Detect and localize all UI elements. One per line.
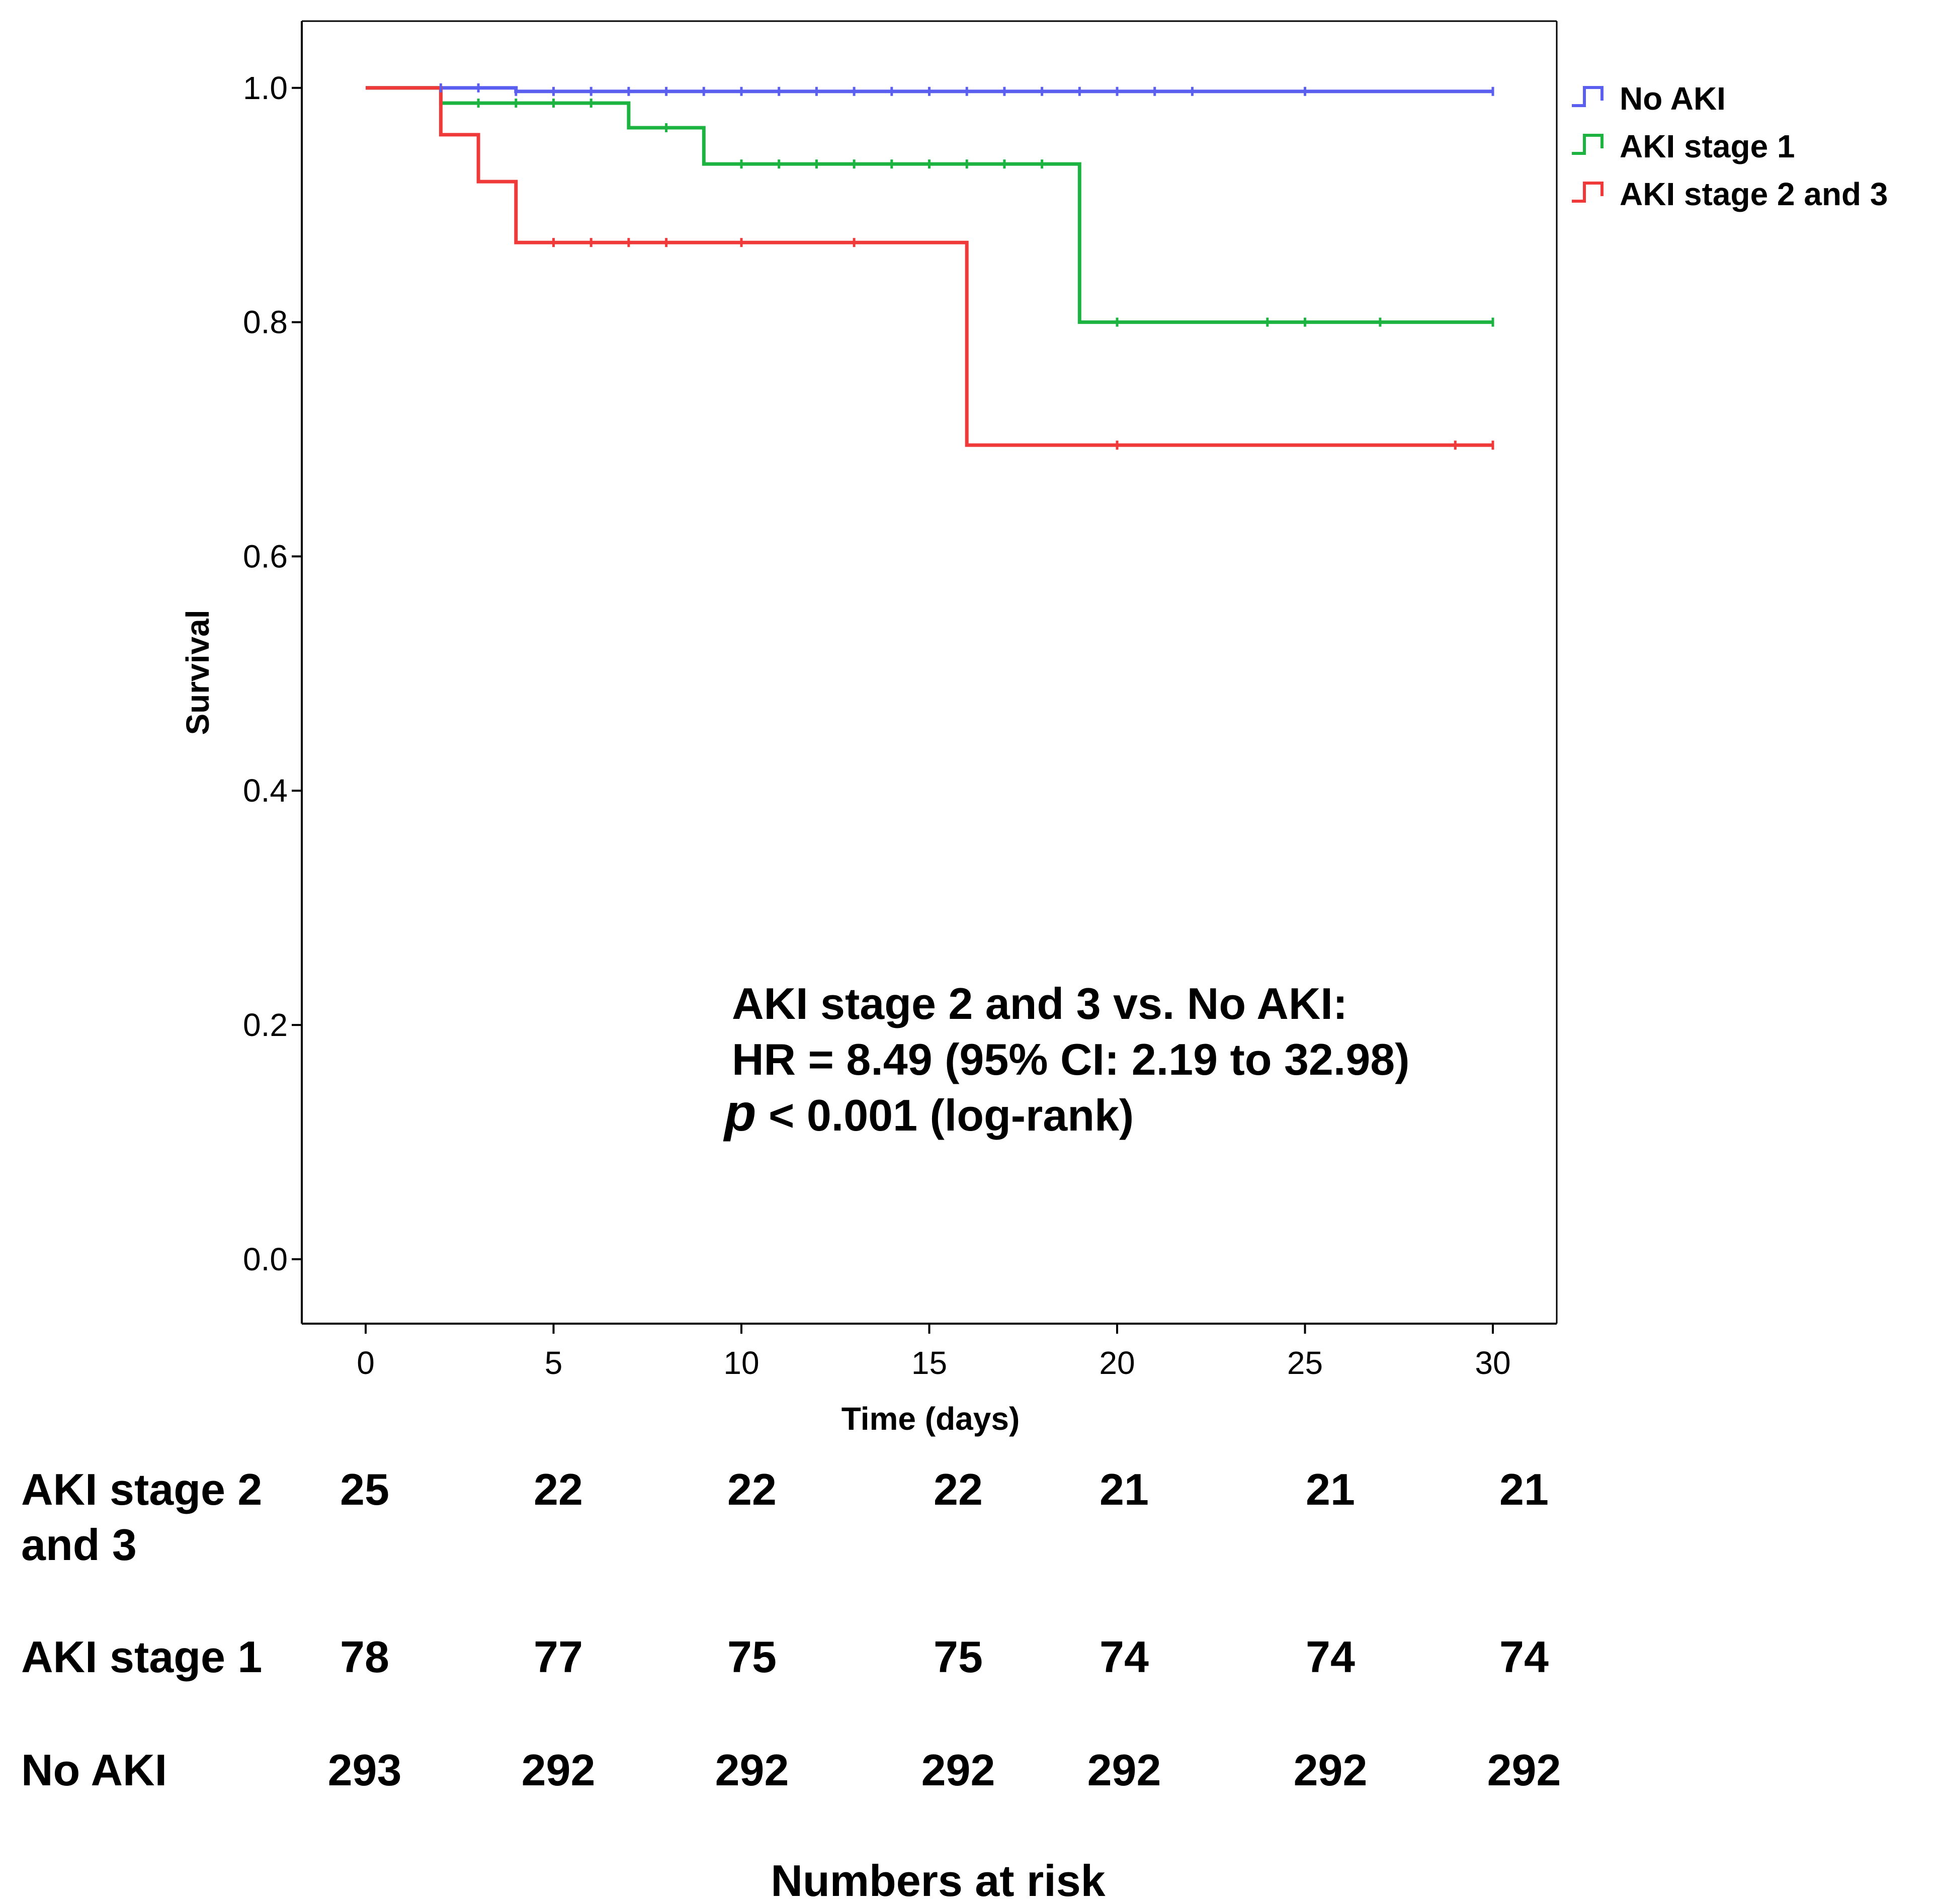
x-tick-label-3: 15	[911, 1345, 947, 1381]
y-tick-label-5: 1.0	[243, 70, 288, 106]
risk-value-aki-stage-2-and-3-5: 21	[1306, 1464, 1355, 1514]
y-tick-label-1: 0.2	[243, 1007, 288, 1043]
risk-value-aki-stage-1-1: 77	[534, 1632, 583, 1682]
risk-value-aki-stage-1-6: 74	[1499, 1632, 1549, 1682]
legend-label-aki-stage-1: AKI stage 1	[1620, 128, 1795, 164]
y-tick-label-4: 0.8	[243, 304, 288, 340]
x-axis-ticks: 0 5 10 15 20 25 30	[357, 1324, 1511, 1381]
y-tick-label-0: 0.0	[243, 1241, 288, 1277]
risk-value-aki-stage-2-and-3-2: 22	[727, 1464, 777, 1514]
y-axis-ticks: 0.0 0.2 0.4 0.6 0.8 1.0	[243, 70, 302, 1277]
risk-value-no-aki-2: 292	[715, 1745, 789, 1795]
risk-value-aki-stage-2-and-3-0: 25	[340, 1464, 389, 1514]
risk-value-no-aki-4: 292	[1087, 1745, 1161, 1795]
legend-item-aki-stage-2-3: AKI stage 2 and 3	[1572, 176, 1888, 212]
risk-row-label-no-aki: No AKI	[21, 1745, 167, 1795]
y-tick-label-3: 0.6	[243, 538, 288, 574]
risk-value-aki-stage-2-and-3-3: 22	[934, 1464, 983, 1514]
annotation-line-2: HR = 8.49 (95% CI: 2.19 to 32.98)	[732, 1034, 1410, 1084]
hr-annotation: AKI stage 2 and 3 vs. No AKI: HR = 8.49 …	[723, 979, 1410, 1142]
legend-swatch-no-aki	[1572, 86, 1604, 107]
legend-item-aki-stage-1: AKI stage 1	[1572, 128, 1795, 164]
legend: No AKI AKI stage 1 AKI stage 2 and 3	[1572, 80, 1888, 212]
risk-table-title: Numbers at risk	[771, 1856, 1106, 1904]
risk-value-aki-stage-2-and-3-6: 21	[1499, 1464, 1549, 1514]
risk-value-aki-stage-1-0: 78	[340, 1632, 389, 1682]
y-tick-label-2: 0.4	[243, 772, 288, 809]
risk-value-no-aki-1: 292	[522, 1745, 596, 1795]
risk-value-aki-stage-1-4: 74	[1100, 1632, 1149, 1682]
x-tick-label-4: 20	[1099, 1345, 1135, 1381]
x-tick-label-5: 25	[1287, 1345, 1323, 1381]
x-tick-label-2: 10	[723, 1345, 759, 1381]
legend-label-no-aki: No AKI	[1620, 80, 1726, 117]
annotation-p-value: < 0.001 (log-rank)	[756, 1090, 1134, 1140]
annotation-line-3: p < 0.001 (log-rank)	[723, 1084, 1134, 1142]
censor-marks	[439, 83, 1494, 450]
y-axis-title: Survival	[180, 610, 216, 735]
risk-table: AKI stage 2 and 3 AKI stage 1 No AKI 25 2…	[21, 1464, 1561, 1904]
risk-value-no-aki-5: 292	[1294, 1745, 1368, 1795]
risk-value-no-aki-3: 292	[921, 1745, 995, 1795]
annotation-line-1: AKI stage 2 and 3 vs. No AKI:	[732, 979, 1347, 1028]
curve-aki-stage-2-and-3	[365, 86, 1493, 447]
risk-value-aki-stage-1-5: 74	[1306, 1632, 1355, 1682]
risk-row-label-aki-stage-2-3: AKI stage 2	[21, 1464, 262, 1514]
x-tick-label-6: 30	[1475, 1345, 1510, 1381]
risk-value-no-aki-6: 292	[1487, 1745, 1561, 1795]
risk-value-aki-stage-2-and-3-1: 22	[534, 1464, 583, 1514]
legend-swatch-aki-stage-1	[1572, 134, 1604, 155]
risk-row-label-aki-stage-2-3-cont: and 3	[21, 1520, 137, 1570]
legend-swatch-aki-stage-2-3	[1572, 182, 1604, 203]
risk-table-values: 25 22 22 22 21 21 21 78 77 75 75 74 74 74 293 292 292 292…	[328, 1464, 1561, 1795]
risk-row-label-aki-stage-1: AKI stage 1	[21, 1632, 262, 1682]
x-axis-title: Time (days)	[841, 1401, 1020, 1437]
annotation-p-symbol: p	[723, 1084, 756, 1142]
legend-label-aki-stage-2-3: AKI stage 2 and 3	[1620, 176, 1888, 212]
x-tick-label-0: 0	[357, 1345, 375, 1381]
risk-value-aki-stage-1-3: 75	[934, 1632, 983, 1682]
x-tick-label-1: 5	[545, 1345, 563, 1381]
risk-value-aki-stage-2-and-3-4: 21	[1100, 1464, 1149, 1514]
legend-item-no-aki: No AKI	[1572, 80, 1726, 117]
risk-value-no-aki-0: 293	[328, 1745, 402, 1795]
risk-value-aki-stage-1-2: 75	[727, 1632, 777, 1682]
